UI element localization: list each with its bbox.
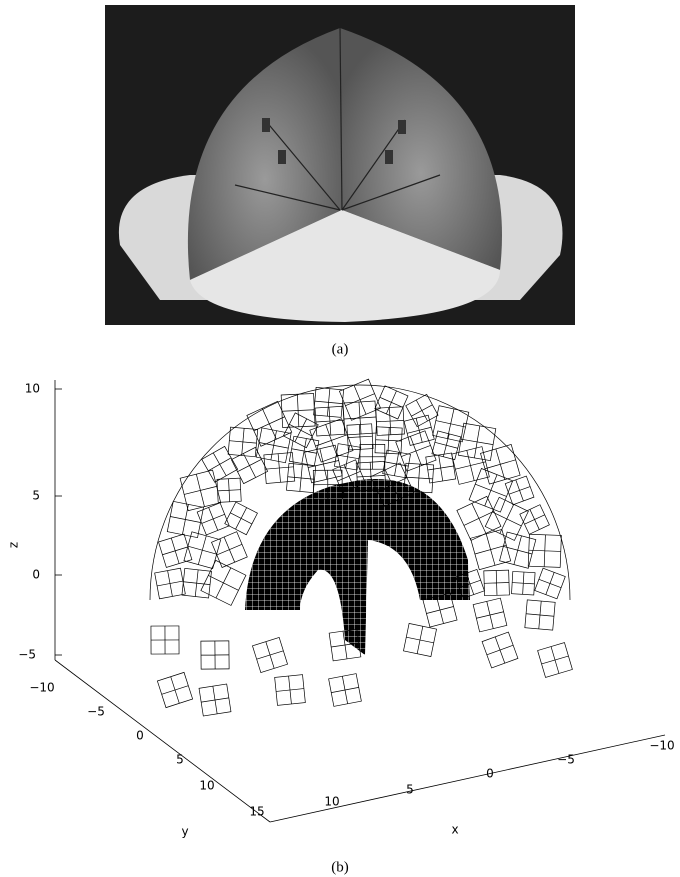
patch-lines — [167, 501, 203, 537]
patch-lines — [406, 394, 438, 426]
grid-patch — [225, 502, 258, 535]
patch-lines — [525, 600, 555, 630]
patch-lines — [228, 427, 258, 457]
grid-patch — [151, 626, 179, 654]
patch-lines — [201, 641, 229, 669]
patch-lines — [375, 427, 402, 454]
grid-patch — [305, 445, 343, 483]
patch-lines — [535, 568, 566, 599]
patch-lines — [289, 436, 318, 465]
grid-patch — [217, 478, 241, 502]
caption: (b) — [331, 859, 349, 875]
patch-lines — [512, 571, 536, 595]
grid-patch — [247, 401, 292, 446]
patch-lines — [155, 568, 186, 599]
z-axis-label: z — [7, 542, 21, 548]
patch-lines — [180, 470, 221, 511]
z-tick-label: 0 — [32, 568, 40, 582]
patch-lines — [151, 626, 179, 654]
patch-lines — [197, 503, 229, 535]
grid-patch — [482, 632, 518, 668]
y-tick-label: −5 — [87, 705, 105, 719]
grid-patch — [180, 470, 221, 511]
y-tick-label: 10 — [199, 779, 214, 793]
patch-lines — [212, 532, 248, 568]
patch-lines — [247, 401, 292, 446]
patch-lines — [375, 386, 408, 419]
grid-patch — [202, 446, 238, 482]
grid-patch — [375, 386, 408, 419]
caption: (a) — [332, 341, 349, 357]
y-tick-label: −10 — [29, 681, 54, 695]
z-tick-label: 10 — [25, 382, 40, 396]
grid-patch — [403, 623, 436, 656]
grid-patch — [329, 674, 362, 707]
patch-lines — [225, 502, 258, 535]
x-tick-label: 10 — [324, 795, 339, 809]
patch-lines — [538, 643, 573, 678]
grid-patch — [275, 675, 306, 706]
grid-patch — [458, 423, 495, 460]
grid-patch — [199, 684, 231, 716]
x-tick-label: −10 — [649, 739, 674, 753]
grid-patch — [289, 436, 318, 465]
grid-patch — [512, 571, 536, 595]
patch-lines — [283, 413, 318, 448]
patch-lines — [275, 675, 306, 706]
dome — [150, 379, 572, 716]
grid-patch — [315, 406, 345, 436]
grid-patch — [286, 463, 315, 492]
patch-lines — [482, 632, 518, 668]
z-tick-label: −5 — [18, 648, 36, 662]
grid-patch — [212, 532, 248, 568]
grid-patch — [375, 427, 402, 454]
x-tick-label: 0 — [486, 767, 494, 781]
patch-lines — [458, 423, 495, 460]
x-tick-label: −5 — [557, 753, 575, 767]
patch-lines — [484, 570, 510, 596]
patch-lines — [202, 446, 238, 482]
patch-lines — [314, 387, 344, 417]
x-axis-label: x — [451, 823, 458, 837]
grid-patch — [484, 570, 510, 596]
grid-patch — [406, 394, 438, 426]
grid-patch — [473, 598, 507, 632]
patch-lines — [199, 684, 231, 716]
grid-patch — [167, 501, 203, 537]
grid-patch — [360, 444, 385, 469]
patch-lines — [334, 444, 360, 470]
grid-patch — [283, 413, 318, 448]
grid-patch — [538, 643, 573, 678]
grid-patch — [457, 496, 501, 540]
figure: (a) (b) 10 5 0 −5 z −10 −5 0 5 10 15 y 10 5 0 −5 −10 x — [0, 0, 680, 877]
y-tick-label: 5 — [176, 753, 184, 767]
grid-patch — [314, 387, 344, 417]
patch-lines — [329, 674, 362, 707]
grid-patch — [525, 600, 555, 630]
grid-patch — [201, 641, 229, 669]
grid-patch — [155, 568, 186, 599]
patch-lines — [457, 496, 501, 540]
grid-patch — [197, 503, 229, 535]
patch-lines — [286, 463, 315, 492]
grid-patch — [157, 672, 192, 707]
photo — [105, 5, 575, 325]
patch-lines — [505, 476, 534, 505]
patch-lines — [217, 478, 241, 502]
z-tick-label: 5 — [32, 489, 40, 503]
patch-lines — [315, 406, 345, 436]
grid-patch — [228, 427, 258, 457]
grid-patch — [505, 476, 534, 505]
y-tick-label: 0 — [136, 729, 144, 743]
y-axis-label: y — [181, 825, 188, 839]
grid-patch — [535, 568, 566, 599]
x-tick-label: 5 — [406, 783, 414, 797]
patch-lines — [252, 637, 287, 672]
y-tick-label: 15 — [249, 805, 264, 819]
patch-lines — [157, 672, 192, 707]
patch-lines — [360, 444, 385, 469]
grid-patch — [252, 637, 287, 672]
grid-patch — [334, 444, 360, 470]
